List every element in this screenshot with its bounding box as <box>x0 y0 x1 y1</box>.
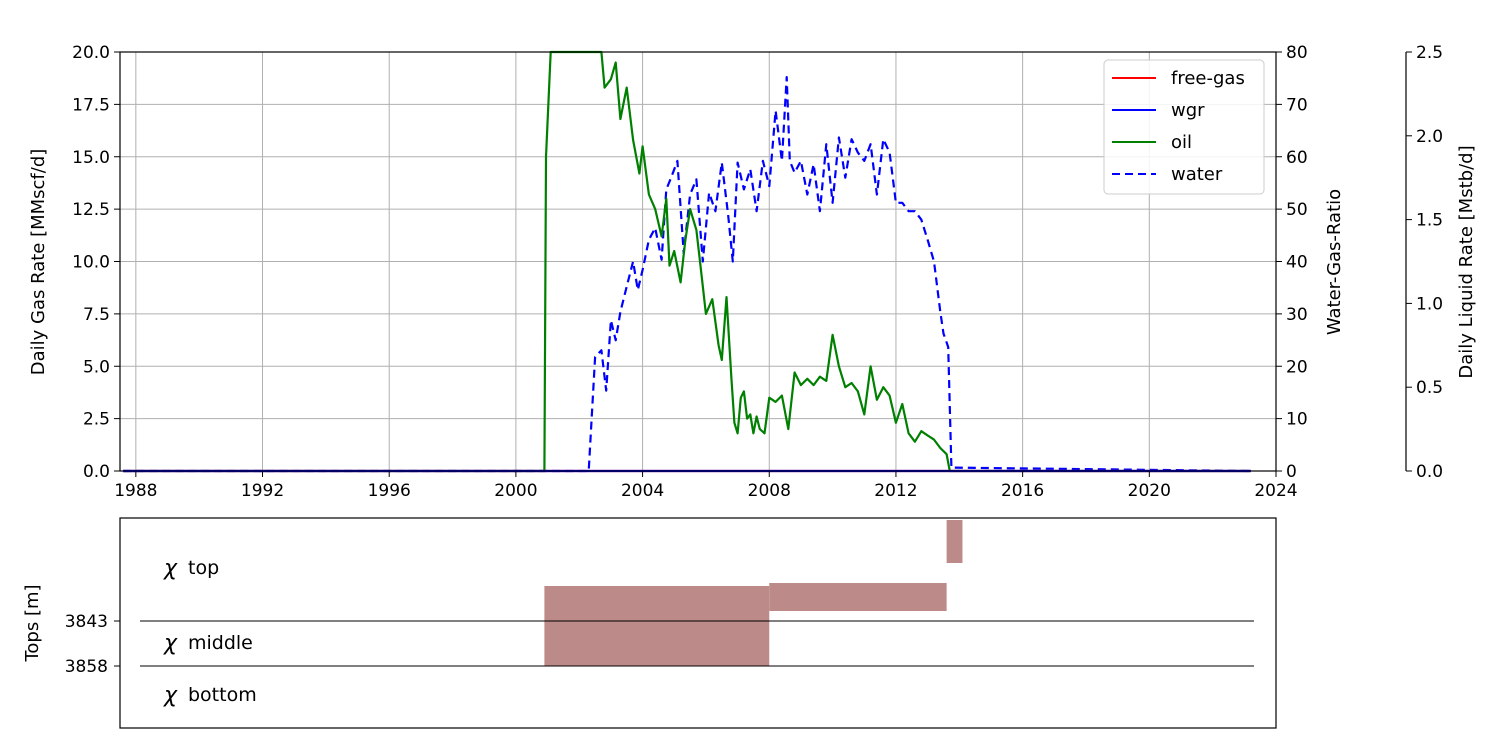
legend: free-gas wgr oil water <box>1103 59 1265 195</box>
x-tick-label: 1992 <box>241 481 284 501</box>
x-tick-label: 1988 <box>114 481 157 501</box>
y2-tick-label: 20 <box>1286 357 1308 377</box>
y3-tick-label: 2.5 <box>1416 43 1443 63</box>
layer-label-middle: middle <box>188 632 253 654</box>
y3-axis-title: Daily Liquid Rate [Mstb/d] <box>1456 145 1477 378</box>
legend-label-water: water <box>1171 164 1223 185</box>
y-axis-title: Daily Gas Rate [MMscf/d] <box>28 149 49 376</box>
y2-tick-label: 50 <box>1286 200 1308 220</box>
y3-tick-label: 2.0 <box>1416 127 1443 147</box>
y3-tick-label: 1.0 <box>1416 294 1443 314</box>
tops-interval-bar <box>544 586 770 666</box>
x-axis-ticks: 1988 1992 1996 2000 2004 2008 2012 2016 2020 2024 <box>114 471 1298 501</box>
y2-tick-label: 80 <box>1286 43 1308 63</box>
y3-axis: 0.0 0.5 1.0 1.5 2.0 2.5 <box>1405 43 1443 482</box>
x-tick-label: 2012 <box>874 481 917 501</box>
tops-y-axis-title: Tops [m] <box>22 584 43 662</box>
y2-tick-label: 70 <box>1286 95 1308 115</box>
legend-label-wgr: wgr <box>1171 100 1205 121</box>
layer-label-bottom: bottom <box>188 684 257 706</box>
x-tick-label: 2024 <box>1254 481 1297 501</box>
y-axis-ticks: 0.0 2.5 5.0 7.5 10.0 12.5 15.0 17.5 20.0 <box>72 43 120 482</box>
y-tick-label: 7.5 <box>83 305 110 325</box>
main-plot-area: 1988 1992 1996 2000 2004 2008 2012 2016 2020 2024… <box>28 43 1477 501</box>
layer-marker-icon: χ <box>163 683 178 708</box>
y2-tick-label: 0 <box>1286 462 1297 482</box>
x-tick-label: 2008 <box>748 481 791 501</box>
y-tick-label: 12.5 <box>72 200 110 220</box>
y2-axis-ticks: 0 10 20 30 40 50 60 70 80 <box>1276 43 1308 482</box>
tops-interval-bar <box>946 520 963 563</box>
y-tick-label: 10.0 <box>72 253 110 273</box>
legend-label-free-gas: free-gas <box>1171 68 1245 89</box>
y-tick-label: 15.0 <box>72 148 110 168</box>
tops-interval-bar <box>769 583 947 611</box>
y3-tick-label: 1.5 <box>1416 211 1443 231</box>
y2-tick-label: 40 <box>1286 253 1308 273</box>
layer-marker-icon: χ <box>163 631 178 656</box>
x-tick-label: 2020 <box>1128 481 1171 501</box>
y-tick-label: 17.5 <box>72 95 110 115</box>
y2-axis-title: Water-Gas-Ratio <box>1324 189 1345 335</box>
legend-box <box>1103 59 1265 195</box>
y-tick-label: 20.0 <box>72 43 110 63</box>
y-tick-label: 5.0 <box>83 357 110 377</box>
main-grid <box>120 51 1277 472</box>
x-tick-label: 2016 <box>1001 481 1044 501</box>
layer-label-top: top <box>188 557 219 579</box>
x-tick-label: 1996 <box>368 481 411 501</box>
y-tick-label: 0.0 <box>83 462 110 482</box>
y-tick-label: 2.5 <box>83 410 110 430</box>
tops-bars <box>544 520 963 666</box>
y2-tick-label: 10 <box>1286 410 1308 430</box>
layer-marker-icon: χ <box>163 556 178 581</box>
y3-tick-label: 0.5 <box>1416 378 1443 398</box>
tops-y-tick-label: 3858 <box>65 657 108 677</box>
tops-plot-frame <box>119 517 1277 729</box>
y2-tick-label: 30 <box>1286 305 1308 325</box>
tops-y-tick-label: 3843 <box>65 612 108 632</box>
series-line-oil <box>123 50 1251 473</box>
x-tick-label: 2004 <box>621 481 664 501</box>
series-line-water <box>123 75 1251 473</box>
legend-label-oil: oil <box>1171 132 1192 153</box>
x-tick-label: 2000 <box>494 481 537 501</box>
y2-tick-label: 60 <box>1286 148 1308 168</box>
y3-tick-label: 0.0 <box>1416 462 1443 482</box>
tops-plot-area: 3843 3858 Tops [m] χ top χ middle χ bott… <box>22 517 1277 729</box>
